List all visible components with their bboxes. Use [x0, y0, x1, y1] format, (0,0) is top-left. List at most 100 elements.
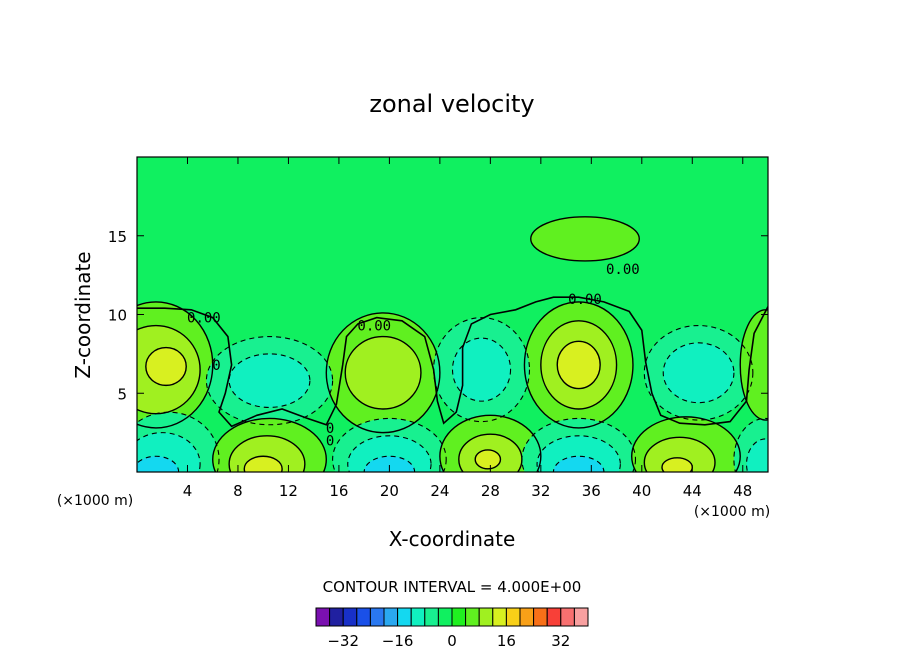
contour-line-positive [145, 346, 187, 387]
colorbar-swatch [478, 607, 494, 627]
contour-line-negative [451, 337, 512, 402]
x-tick-label: 36 [582, 482, 601, 500]
colorbar-swatch [451, 607, 467, 627]
contour-line-positive [530, 216, 640, 262]
colorbar-swatch [369, 607, 385, 627]
contour-interval-label: CONTOUR INTERVAL = 4.000E+00 [323, 578, 582, 596]
contour-line-negative [332, 417, 447, 472]
chart-title: zonal velocity [369, 90, 534, 118]
x-tick-label: 4 [183, 482, 193, 500]
contour-line-negative [521, 417, 637, 472]
colorbar-swatch [342, 607, 358, 627]
colorbar-tick-label: 16 [497, 632, 516, 650]
contour-fill-positive [644, 437, 715, 472]
x-tick-label: 44 [683, 482, 702, 500]
x-tick-label: 20 [380, 482, 399, 500]
contour-fill-positive [475, 449, 501, 469]
contour-line-positive [540, 320, 618, 410]
colorbar-swatch [505, 607, 521, 627]
colorbar-swatch [546, 607, 562, 627]
contour-line-positive [137, 301, 214, 429]
contour-line-positive [523, 301, 634, 429]
colorbar [315, 607, 589, 627]
contour-line-negative [643, 324, 754, 421]
colorbar-tick-label: −32 [327, 632, 359, 650]
contour-fill-positive [530, 216, 640, 261]
x-axis-label: X-coordinate [389, 527, 516, 551]
colorbar-tick-label: −16 [382, 632, 414, 650]
x-tick-label: 28 [481, 482, 500, 500]
contour-line-negative [733, 417, 768, 472]
contour-value-label: 0.00 [187, 311, 221, 327]
colorbar-swatch [356, 607, 371, 627]
x-unit-left: (×1000 m) [57, 493, 133, 509]
contour-line-negative [137, 411, 220, 472]
y-tick-label: 10 [108, 307, 127, 325]
y-tick-labels: 5 10 15 [108, 228, 127, 404]
contour-value-label: 0.00 [357, 319, 391, 335]
contour-line-positive [228, 435, 306, 472]
contour-line-negative [536, 435, 621, 472]
colorbar-tick-label: 0 [447, 632, 457, 650]
y-tick-label: 15 [108, 228, 127, 246]
x-tick-label: 32 [531, 482, 550, 500]
contour-fill-positive [661, 457, 693, 472]
colorbar-swatch [329, 607, 344, 627]
contour-fill-negative [137, 456, 179, 472]
x-tick-labels: 4 8 12 16 20 24 28 32 36 40 44 48 [183, 482, 753, 500]
contour-line-positive [474, 449, 502, 470]
contour-fill-negative [746, 438, 768, 472]
contour-line-negative [228, 353, 311, 408]
contour-line-negative [137, 455, 180, 472]
y-tick-label: 5 [117, 385, 127, 403]
contour-fill-positive [145, 347, 187, 386]
y-axis-label: Z-coordinate [71, 251, 95, 378]
contour-line-negative [347, 435, 432, 472]
contour-fill-positive [345, 336, 421, 409]
colorbar-swatch [519, 607, 535, 627]
zero-contour-line [137, 296, 768, 428]
contour-line-negative [137, 432, 201, 472]
contour-line-negative [662, 342, 735, 404]
contour-fill-negative [663, 342, 734, 403]
x-tick-label: 16 [329, 482, 348, 500]
x-tick-label: 24 [430, 482, 449, 500]
contour-fill-negative [452, 338, 511, 402]
x-tick-label: 12 [279, 482, 298, 500]
contour-line-negative [205, 335, 334, 426]
contour-fill-positive [244, 456, 283, 472]
colorbar-swatch [573, 607, 589, 627]
contour-line-positive [243, 455, 283, 472]
contour-lines [137, 216, 768, 472]
colorbar-swatch [397, 607, 412, 627]
contour-fill-positive [557, 341, 601, 389]
colorbar-tick-label: 32 [551, 632, 570, 650]
colorbar-swatch [383, 607, 399, 627]
x-tick-label: 48 [733, 482, 752, 500]
axis-ticks [137, 157, 768, 472]
contour-value-label: 0 [326, 434, 334, 450]
contour-line-negative [746, 438, 768, 472]
colorbar-swatch [424, 607, 439, 627]
contour-value-label: 0 [326, 421, 334, 437]
colorbar-swatch [492, 607, 507, 627]
contour-line-positive [556, 340, 601, 390]
contour-value-label: 0.00 [568, 292, 602, 308]
x-unit-right: (×1000 m) [694, 504, 770, 520]
contour-line-positive [344, 335, 422, 410]
contour-line-positive [212, 417, 327, 472]
colorbar-swatch [533, 607, 548, 627]
x-tick-label: 40 [632, 482, 651, 500]
contour-fill-negative [229, 353, 310, 408]
contour-fill-negative [364, 456, 415, 472]
contour-line-positive [325, 312, 441, 434]
colorbar-swatch [315, 607, 331, 627]
contour-value-label: 0 [212, 358, 220, 374]
colorbar-tick-labels: −32 −16 0 16 32 [327, 632, 570, 650]
contour-line-positive [439, 414, 542, 472]
contour-line-positive [631, 416, 741, 472]
colorbar-swatch [410, 607, 426, 627]
